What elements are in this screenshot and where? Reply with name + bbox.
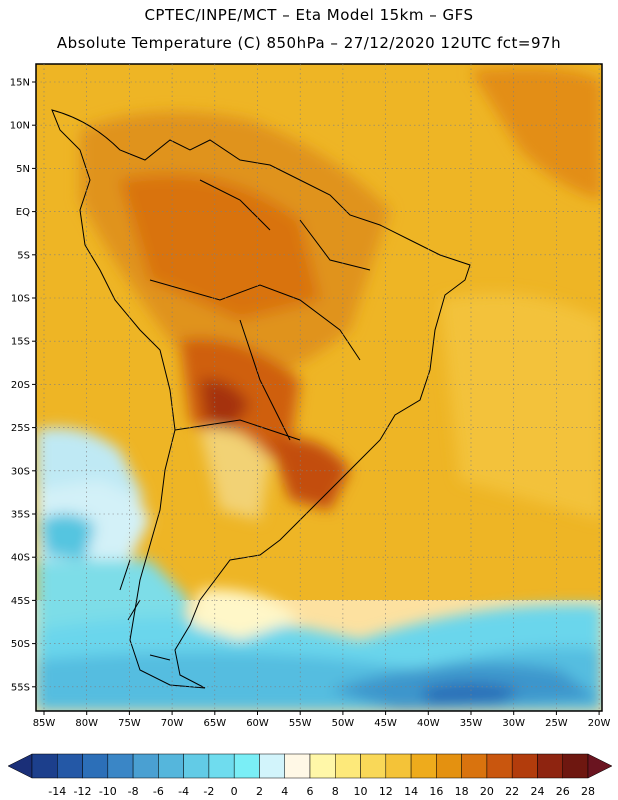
lat-tick-label: 40S: [11, 553, 30, 564]
colorbar-swatch: [537, 753, 563, 779]
lon-tick-label: 50W: [332, 718, 355, 729]
lat-tick-label: 50S: [11, 639, 30, 650]
lat-tick-label: 45S: [11, 596, 30, 607]
lon-tick-label: 20W: [588, 718, 611, 729]
colorbar-swatch: [461, 753, 488, 779]
longitude-axis: 85W 80W 75W 70W 65W 60W 55W 50W 45W 40W 35W 30W 25W 2…: [33, 711, 611, 729]
colorbar-low-extend: [7, 753, 33, 779]
title-line-2: Absolute Temperature (C) 850hPa – 27/12/…: [56, 34, 562, 52]
colorbar-swatch: [486, 753, 513, 779]
colorbar-label: 26: [556, 785, 570, 798]
colorbar-label: 28: [581, 785, 595, 798]
lat-tick-label: 25S: [11, 423, 30, 434]
lon-tick-label: 40W: [417, 718, 440, 729]
colorbar-swatch: [132, 753, 159, 779]
lon-tick-label: 80W: [75, 718, 98, 729]
lat-tick-label: 10N: [10, 121, 30, 132]
colorbar-label: 14: [404, 785, 418, 798]
colorbar-label: 16: [429, 785, 443, 798]
coastlines: [51, 109, 471, 689]
colorbar-swatch: [259, 753, 285, 779]
colorbar-label: -6: [153, 785, 164, 798]
lon-tick-label: 70W: [161, 718, 184, 729]
colorbar-label: 4: [281, 785, 288, 798]
colorbar-swatch: [385, 753, 412, 779]
lat-tick-label: 55S: [11, 682, 30, 693]
colorbar-swatch: [410, 753, 437, 779]
colorbar-label: 6: [307, 785, 314, 798]
lon-tick-label: 85W: [33, 718, 56, 729]
colorbar-label: 18: [455, 785, 469, 798]
lat-tick-label: 10S: [11, 294, 30, 305]
lat-tick-label: 15N: [10, 78, 30, 89]
lat-tick-label: EQ: [16, 207, 30, 218]
colorbar-swatch: [183, 753, 210, 779]
lon-tick-label: 30W: [502, 718, 525, 729]
colorbar: -14 -12 -10 -8 -6 -4 -2 0 2 4 6 8 10 12 14 16 18 20 22 24 26…: [7, 753, 613, 798]
lat-tick-label: 35S: [11, 510, 30, 521]
colorbar-label: 0: [231, 785, 238, 798]
colorbar-swatch: [360, 753, 387, 779]
colorbar-label: -10: [99, 785, 117, 798]
colorbar-label: 10: [354, 785, 368, 798]
colorbar-label: -14: [48, 785, 66, 798]
lon-tick-label: 25W: [545, 718, 568, 729]
lat-tick-label: 20S: [11, 380, 30, 391]
colorbar-label: 12: [379, 785, 393, 798]
colorbar-swatch: [335, 753, 361, 779]
colorbar-label: 2: [256, 785, 263, 798]
colorbar-label: 20: [480, 785, 494, 798]
colorbar-swatch: [158, 753, 184, 779]
colorbar-swatch: [82, 753, 109, 779]
colorbar-swatch: [208, 753, 235, 779]
lon-tick-label: 65W: [203, 718, 226, 729]
lon-tick-label: 45W: [374, 718, 397, 729]
lat-tick-label: 5S: [17, 250, 30, 261]
map-frame: [35, 63, 603, 712]
latitude-axis: 15N 10N 5N EQ 5S 10S 15S 20S 25S 30S 35S 40S 45S 50S 5…: [10, 78, 36, 693]
lat-tick-label: 5N: [16, 164, 30, 175]
colorbar-swatch: [309, 753, 336, 779]
lon-tick-label: 75W: [118, 718, 141, 729]
colorbar-high-extend: [587, 753, 613, 779]
colorbar-label: -2: [203, 785, 214, 798]
colorbar-swatch: [436, 753, 462, 779]
colorbar-label: 8: [332, 785, 339, 798]
lat-tick-label: 30S: [11, 466, 30, 477]
lon-tick-label: 55W: [289, 718, 312, 729]
lon-tick-label: 60W: [246, 718, 269, 729]
colorbar-swatch: [233, 753, 260, 779]
colorbar-label: -12: [74, 785, 92, 798]
colorbar-swatch: [107, 753, 134, 779]
lon-tick-label: 35W: [460, 718, 483, 729]
lat-tick-label: 15S: [11, 337, 30, 348]
colorbar-swatch: [511, 753, 538, 779]
colorbar-swatch: [284, 753, 311, 779]
colorbar-label: 22: [505, 785, 519, 798]
colorbar-swatch: [31, 753, 58, 779]
colorbar-label: 24: [530, 785, 544, 798]
colorbar-swatch: [562, 753, 589, 779]
title-line-1: CPTEC/INPE/MCT – Eta Model 15km – GFS: [144, 6, 474, 24]
colorbar-label: -8: [128, 785, 139, 798]
colorbar-swatch: [57, 753, 83, 779]
temperature-field: [36, 64, 602, 711]
colorbar-label: -4: [178, 785, 189, 798]
